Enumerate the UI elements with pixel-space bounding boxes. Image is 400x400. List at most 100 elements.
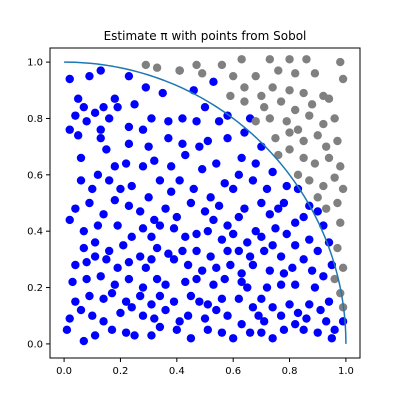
outside-point-29 <box>324 94 334 103</box>
outside-point-20 <box>268 83 277 92</box>
inside-point-215 <box>254 311 263 320</box>
inside-point-54 <box>181 150 190 160</box>
inside-point-158 <box>307 266 317 275</box>
inside-point-160 <box>68 277 77 287</box>
outside-point-55 <box>333 198 342 208</box>
inside-point-221 <box>338 317 348 326</box>
inside-point-24 <box>164 117 173 126</box>
x-tick-label-5: 1.0 <box>338 366 354 377</box>
inside-point-228 <box>147 331 156 340</box>
inside-point-220 <box>321 317 331 326</box>
inside-point-36 <box>144 142 153 151</box>
inside-point-98 <box>234 212 244 222</box>
outside-point-53 <box>338 184 348 194</box>
x-tick-label-2: 0.4 <box>169 366 185 377</box>
inside-point-37 <box>164 133 173 143</box>
inside-point-90 <box>135 207 145 216</box>
x-tick-label-3: 0.6 <box>225 366 241 377</box>
outside-point-50 <box>305 176 314 185</box>
outside-point-34 <box>305 111 314 120</box>
inside-point-107 <box>127 232 136 242</box>
inside-point-28 <box>214 117 224 126</box>
inside-point-152 <box>226 260 235 270</box>
inside-point-181 <box>107 288 117 298</box>
inside-point-177 <box>310 283 320 292</box>
inside-point-212 <box>212 305 221 315</box>
inside-point-120 <box>290 241 300 250</box>
inside-point-31 <box>240 128 249 137</box>
outside-point-5 <box>265 55 275 64</box>
outside-point-58 <box>333 243 342 253</box>
inside-point-76 <box>214 201 224 211</box>
inside-point-112 <box>181 232 190 242</box>
inside-point-65 <box>88 184 97 194</box>
inside-point-86 <box>85 198 94 208</box>
inside-point-4 <box>124 71 134 81</box>
outside-point-22 <box>299 88 308 98</box>
x-axis: 0.0 0.2 0.4 0.6 0.8 1.0 <box>56 358 354 377</box>
outside-point-16 <box>338 74 348 84</box>
quarter-circle-arc <box>64 61 347 344</box>
outside-point-28 <box>307 100 317 109</box>
inside-point-16 <box>71 111 80 120</box>
inside-point-114 <box>203 226 213 236</box>
inside-point-146 <box>141 263 151 273</box>
outside-point-14 <box>290 69 300 78</box>
outside-point-59 <box>338 263 348 273</box>
inside-point-95 <box>200 207 210 216</box>
inside-point-236 <box>257 328 266 337</box>
inside-point-226 <box>121 328 131 337</box>
inside-point-108 <box>138 224 148 233</box>
inside-point-135 <box>245 252 255 261</box>
inside-point-211 <box>200 314 210 323</box>
inside-point-156 <box>279 269 289 278</box>
inside-point-185 <box>155 291 165 301</box>
outside-point-44 <box>285 145 294 154</box>
inside-point-19 <box>82 117 91 126</box>
inside-point-209 <box>175 317 184 326</box>
outside-point-36 <box>330 114 339 123</box>
inside-point-41 <box>223 133 232 143</box>
outside-point-6 <box>285 55 294 64</box>
inside-point-141 <box>82 257 91 267</box>
inside-point-23 <box>147 114 156 123</box>
outside-point-35 <box>319 119 328 129</box>
inside-point-22 <box>138 125 148 134</box>
outside-point-12 <box>251 71 260 81</box>
outside-point-11 <box>228 71 238 81</box>
inside-point-111 <box>169 224 179 233</box>
inside-point-12 <box>99 102 108 112</box>
inside-point-134 <box>234 246 244 256</box>
inside-point-178 <box>71 297 80 306</box>
inside-point-73 <box>175 176 184 185</box>
inside-point-164 <box>124 274 134 284</box>
inside-point-142 <box>90 252 100 261</box>
inside-point-2 <box>96 66 105 75</box>
inside-point-75 <box>206 193 215 202</box>
inside-point-49 <box>110 162 120 171</box>
inside-point-89 <box>124 201 134 211</box>
chart-title: Estimate π with points from Sobol <box>104 29 307 43</box>
inside-point-35 <box>124 139 134 149</box>
inside-point-200 <box>65 314 74 323</box>
inside-point-207 <box>150 314 159 323</box>
inside-point-217 <box>276 311 286 320</box>
inside-point-194 <box>268 303 277 312</box>
inside-point-130 <box>178 246 187 256</box>
inside-point-196 <box>293 308 303 318</box>
inside-point-66 <box>93 170 103 180</box>
inside-point-167 <box>161 280 170 289</box>
inside-point-97 <box>223 221 232 230</box>
inside-point-11 <box>73 94 83 103</box>
inside-point-224 <box>90 331 100 340</box>
inside-point-140 <box>71 260 80 270</box>
inside-point-123 <box>79 243 89 253</box>
inside-point-34 <box>96 133 105 143</box>
inside-point-101 <box>282 229 291 239</box>
inside-point-52 <box>150 156 159 165</box>
inside-point-21 <box>124 122 134 132</box>
inside-point-5 <box>141 83 151 92</box>
inside-point-26 <box>192 117 201 126</box>
outside-point-39 <box>299 136 308 146</box>
outside-point-41 <box>321 142 331 151</box>
